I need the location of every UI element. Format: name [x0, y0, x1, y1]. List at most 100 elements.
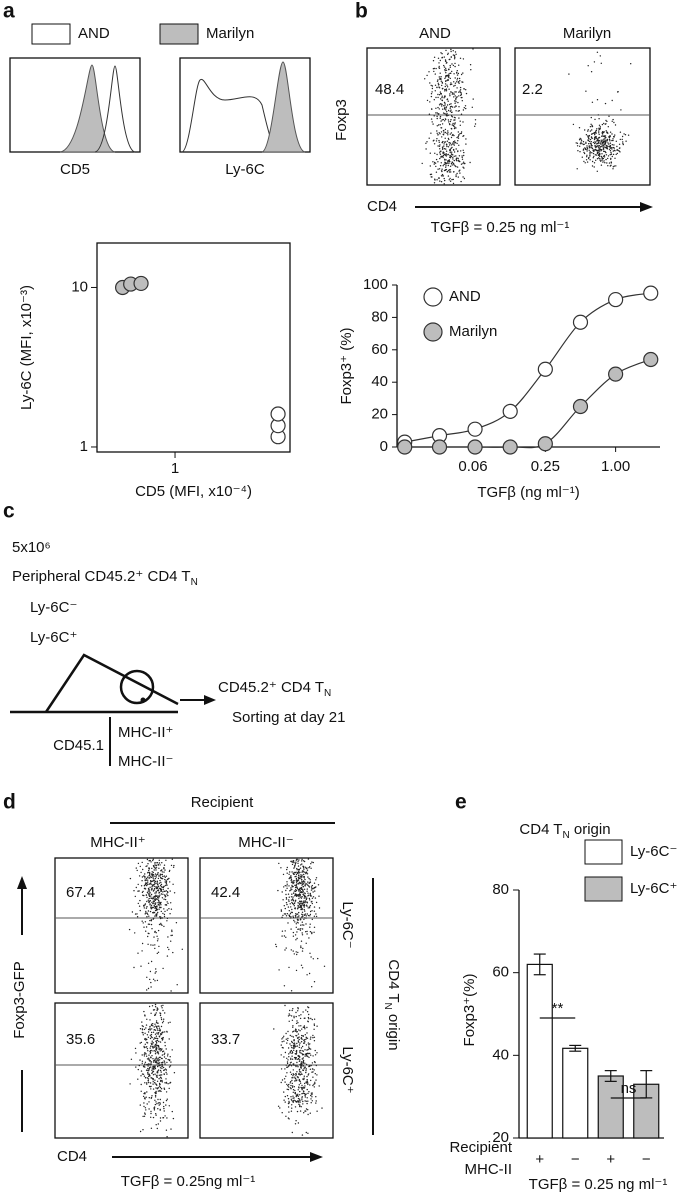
event-dot	[470, 64, 471, 65]
event-dot	[299, 1091, 300, 1092]
event-dot	[446, 146, 447, 147]
event-dot	[448, 69, 449, 70]
event-dot	[169, 1066, 170, 1067]
event-dot	[148, 910, 149, 911]
event-dot	[619, 144, 620, 145]
event-dot	[308, 1044, 309, 1045]
event-dot	[436, 138, 437, 139]
event-dot	[309, 1065, 310, 1066]
event-dot	[450, 65, 451, 66]
event-dot	[448, 110, 449, 111]
event-dot	[152, 1041, 153, 1042]
event-dot	[149, 1097, 150, 1098]
event-dot	[151, 894, 152, 895]
event-dot	[291, 1077, 292, 1078]
event-dot	[282, 1037, 283, 1038]
event-dot	[305, 917, 306, 918]
event-dot	[155, 972, 156, 973]
event-dot	[157, 862, 158, 863]
event-dot	[305, 883, 306, 884]
event-dot	[299, 1094, 300, 1095]
event-dot	[298, 870, 299, 871]
event-dot	[577, 150, 578, 151]
event-dot	[304, 885, 305, 886]
event-dot	[282, 915, 283, 916]
event-dot	[316, 1074, 317, 1075]
event-dot	[452, 134, 453, 135]
event-dot	[300, 896, 301, 897]
event-dot	[451, 152, 452, 153]
chart-title: CD4 TN origin	[519, 821, 610, 841]
event-dot	[160, 1077, 161, 1078]
event-dot	[287, 913, 288, 914]
event-dot	[306, 1076, 307, 1077]
event-dot	[299, 1052, 300, 1053]
event-dot	[455, 77, 456, 78]
event-dot	[592, 133, 593, 134]
event-dot	[445, 86, 446, 87]
event-dot	[579, 151, 580, 152]
event-dot	[434, 163, 435, 164]
event-dot	[153, 878, 154, 879]
event-dot	[158, 1045, 159, 1046]
event-dot	[285, 1033, 286, 1034]
event-dot	[458, 65, 459, 66]
event-dot	[289, 897, 290, 898]
event-dot	[602, 132, 603, 133]
event-dot	[170, 1065, 171, 1066]
event-dot	[166, 1031, 167, 1032]
event-dot	[610, 132, 611, 133]
event-dot	[161, 911, 162, 912]
event-dot	[297, 1045, 298, 1046]
event-dot	[144, 1055, 145, 1056]
event-dot	[293, 1100, 294, 1101]
event-dot	[297, 873, 298, 874]
event-dot	[446, 85, 447, 86]
event-dot	[307, 913, 308, 914]
event-dot	[448, 138, 449, 139]
event-dot	[301, 1097, 302, 1098]
event-dot	[302, 1089, 303, 1090]
event-dot	[292, 912, 293, 913]
event-dot	[156, 891, 157, 892]
event-dot	[290, 889, 291, 890]
event-dot	[153, 1061, 154, 1062]
event-dot	[288, 1053, 289, 1054]
event-dot	[310, 914, 311, 915]
event-dot	[291, 1104, 292, 1105]
event-dot	[165, 899, 166, 900]
event-dot	[308, 1014, 309, 1015]
event-dot	[297, 881, 298, 882]
text-part: CD4 T	[519, 821, 562, 838]
event-dot	[308, 1017, 309, 1018]
event-dot	[443, 155, 444, 156]
event-dot	[170, 902, 171, 903]
event-dot	[161, 1071, 162, 1072]
event-dot	[150, 986, 151, 987]
event-dot	[294, 1045, 295, 1046]
event-dot	[591, 145, 592, 146]
event-dot	[437, 118, 438, 119]
event-dot	[576, 142, 577, 143]
event-dot	[142, 1032, 143, 1033]
event-dot	[162, 1062, 163, 1063]
bar	[527, 964, 552, 1138]
event-dot	[159, 1090, 160, 1091]
row-label: Ly-6C⁺	[339, 1046, 356, 1093]
event-dot	[462, 176, 463, 177]
event-dot	[307, 1097, 308, 1098]
event-dot	[293, 1017, 294, 1018]
event-dot	[594, 166, 595, 167]
event-dot	[297, 1055, 298, 1056]
event-dot	[147, 1072, 148, 1073]
event-dot	[597, 145, 598, 146]
event-dot	[447, 86, 448, 87]
y-tick-label: 20	[492, 1129, 509, 1146]
event-dot	[298, 898, 299, 899]
event-dot	[451, 84, 452, 85]
event-dot	[446, 133, 447, 134]
event-dot	[453, 150, 454, 151]
event-dot	[597, 52, 598, 53]
event-dot	[145, 1047, 146, 1048]
event-dot	[135, 896, 136, 897]
